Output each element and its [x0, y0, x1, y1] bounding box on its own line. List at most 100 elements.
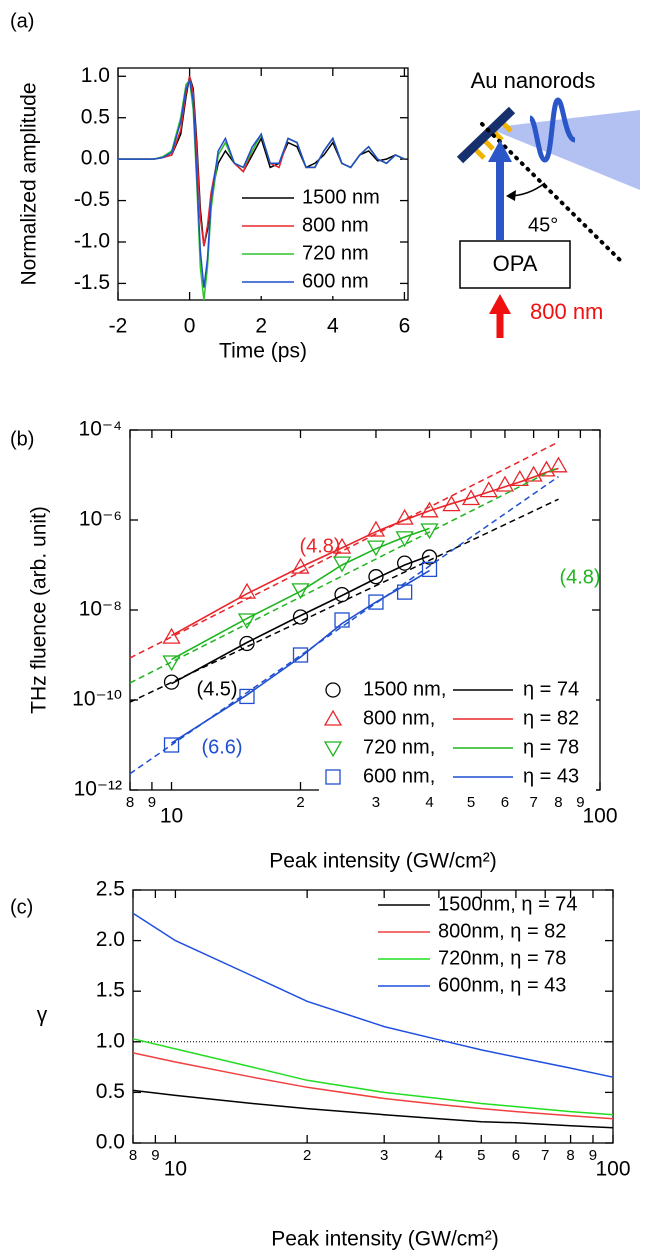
marker [291, 583, 310, 600]
legend-label: 800 nm, [363, 707, 435, 729]
panel-label: (b) [10, 428, 34, 450]
exponent-label: (4.8) [559, 566, 600, 588]
x-tick-label: 5 [477, 1147, 485, 1164]
x-tick-label: 3 [380, 1147, 388, 1164]
marker [323, 741, 343, 758]
y-axis-title: THz fluence (arb. unit) [28, 506, 51, 714]
x-tick-label: 4 [327, 315, 339, 338]
marker [332, 556, 352, 573]
legend-label: η = 82 [523, 707, 579, 729]
x-tick-label: 2 [303, 1147, 311, 1164]
x-tick-label: 9 [589, 1147, 597, 1164]
x-tick-label: 9 [151, 1147, 159, 1164]
marker [421, 549, 438, 565]
marker [239, 688, 255, 705]
x-tick-label: 0 [184, 315, 196, 338]
marker [395, 508, 414, 525]
y-tick-label: -0.5 [74, 188, 110, 211]
x-tick-label: 10 [164, 1158, 187, 1181]
y-tick-label: 1.0 [81, 64, 110, 87]
marker [420, 501, 439, 518]
marker [323, 709, 343, 726]
x-tick-label: 9 [148, 794, 156, 811]
plot-frame [132, 889, 614, 1144]
fit-line [171, 527, 430, 661]
marker [366, 540, 386, 557]
power-law-line [129, 475, 559, 775]
x-axis-title: Peak intensity (GW/cm²) [269, 850, 497, 873]
marker [163, 674, 180, 690]
marker [366, 520, 386, 537]
marker [334, 586, 350, 603]
x-tick-label: 2 [255, 315, 267, 338]
marker [237, 613, 257, 630]
marker [442, 495, 461, 512]
legend-label: 800 nm [302, 214, 369, 236]
x-tick-label: 8 [566, 1147, 574, 1164]
legend-label: 720 nm, [363, 736, 435, 758]
exponent-label: (6.6) [201, 736, 242, 758]
legend-label: 1500nm, η = 74 [438, 893, 578, 915]
x-axis-title: Peak intensity (GW/cm²) [271, 1228, 499, 1251]
x-tick-label: 7 [529, 794, 537, 811]
y-tick-label: 10⁻⁴ [79, 418, 122, 441]
marker [549, 456, 568, 473]
marker [524, 465, 543, 482]
x-tick-label: 8 [554, 794, 562, 811]
series-line [132, 912, 614, 1078]
x-tick-label: 7 [541, 1147, 549, 1164]
y-tick-label: 10⁻⁶ [79, 508, 122, 531]
x-tick-label: 10 [160, 805, 183, 828]
y-axis-title: γ [37, 1004, 48, 1027]
x-tick-label: 8 [126, 794, 134, 811]
normal-line [480, 122, 626, 266]
x-tick-label: 6 [512, 1147, 520, 1164]
power-law-line [129, 466, 559, 684]
angle-label: 45° [528, 214, 558, 236]
marker [537, 460, 556, 477]
legend-label: 720 nm [302, 242, 369, 264]
x-tick-label: 3 [372, 794, 380, 811]
opa-label: OPA [493, 251, 538, 276]
marker [368, 594, 384, 610]
y-tick-label: 2.5 [96, 878, 125, 901]
legend-box [236, 184, 396, 296]
x-tick-label: 9 [576, 794, 584, 811]
y-tick-label: -1.0 [74, 230, 110, 253]
series-line [132, 1089, 614, 1129]
x-tick-label: 8 [129, 1147, 137, 1164]
x-tick-label: 4 [425, 794, 433, 811]
plot-frame [117, 67, 409, 301]
legend-label: 1500 nm [302, 186, 380, 208]
panel-label: (a) [10, 10, 34, 32]
marker [368, 569, 384, 585]
x-tick-label: 4 [435, 1147, 443, 1164]
series-line [132, 1052, 614, 1120]
y-tick-label: -1.5 [74, 271, 110, 294]
fit-line [171, 555, 430, 685]
power-law-line [129, 498, 559, 703]
marker [162, 627, 181, 644]
x-axis-title: Time (ps) [219, 340, 307, 363]
fit-line [171, 467, 559, 637]
panel-label: (c) [10, 896, 33, 918]
legend-label: 800nm, η = 82 [438, 920, 566, 942]
opa-box [459, 240, 571, 289]
y-tick-label: 0.0 [96, 1131, 125, 1154]
exponent-label: (4.5) [196, 678, 237, 700]
legend-box [319, 675, 596, 791]
x-tick-label: 2 [296, 794, 304, 811]
marker [239, 635, 255, 652]
series-line [118, 77, 405, 288]
marker [291, 557, 310, 574]
marker [334, 612, 350, 628]
marker [292, 609, 309, 625]
input-arrowhead [489, 294, 511, 314]
marker [162, 655, 181, 672]
y-axis-title: Normalized amplitude [18, 82, 41, 285]
y-tick-label: 1.0 [96, 1029, 125, 1052]
marker [510, 470, 529, 487]
marker [461, 489, 481, 506]
